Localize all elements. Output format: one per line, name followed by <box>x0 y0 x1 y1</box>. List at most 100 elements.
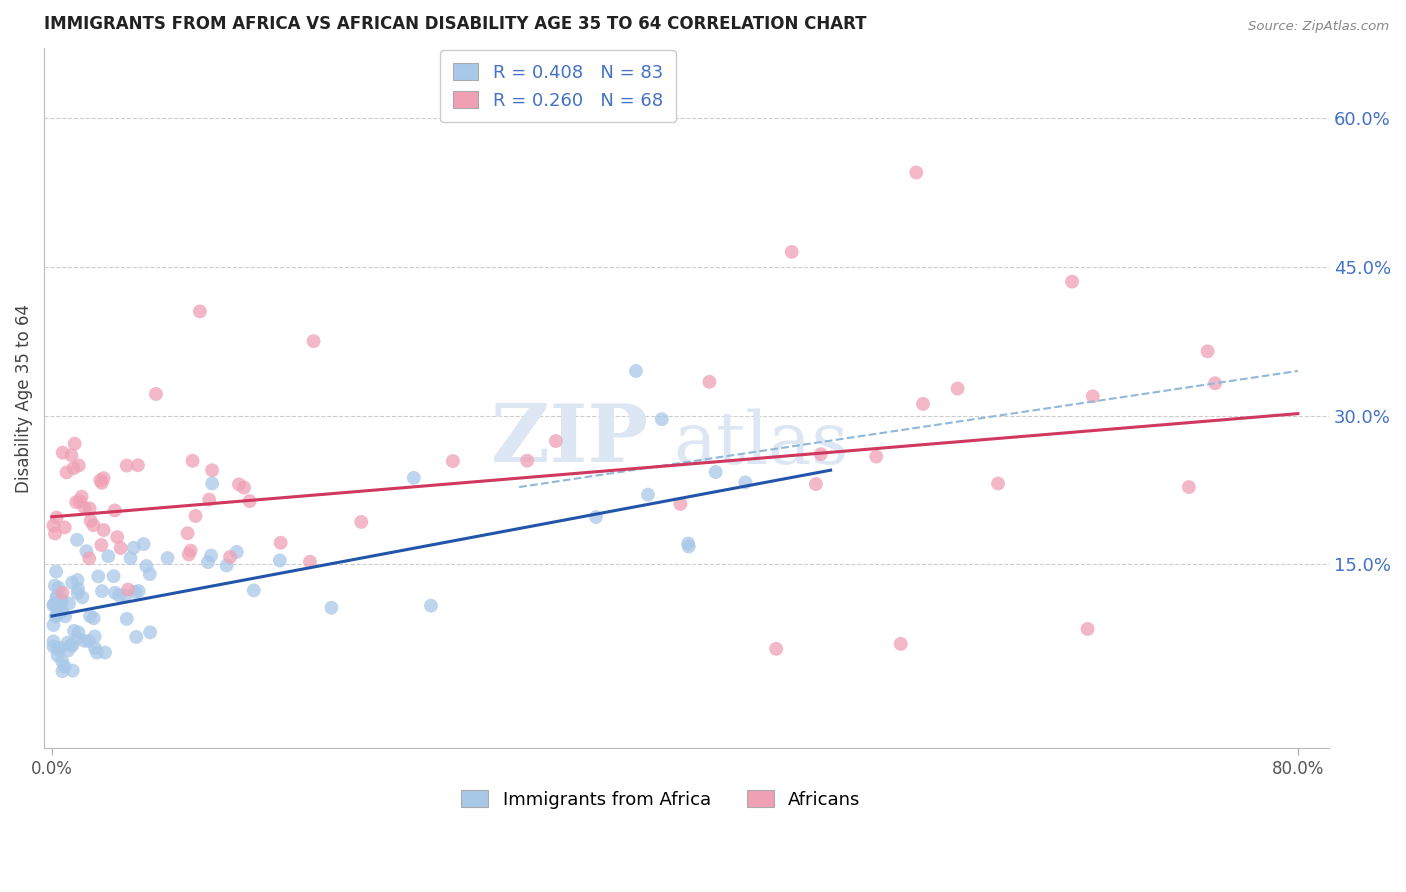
Point <box>46 648 69 663</box>
Point <box>83 518 105 533</box>
Point <box>53 659 76 673</box>
Point <box>93 471 115 485</box>
Point <box>115 612 138 626</box>
Point <box>62 461 84 475</box>
Point <box>104 503 127 517</box>
Point <box>70 490 93 504</box>
Point <box>58 596 80 610</box>
Point <box>60 575 83 590</box>
Y-axis label: Disability Age 35 to 64: Disability Age 35 to 64 <box>15 304 32 492</box>
Point <box>67 625 90 640</box>
Point <box>911 397 934 411</box>
Point <box>44 526 66 541</box>
Point <box>110 541 132 555</box>
Point <box>62 664 84 678</box>
Text: ZIP: ZIP <box>491 401 648 479</box>
Point <box>145 387 167 401</box>
Point <box>42 634 65 648</box>
Point <box>200 549 222 563</box>
Point <box>765 641 787 656</box>
Point <box>67 458 90 473</box>
Point <box>108 588 131 602</box>
Point <box>624 364 647 378</box>
Point <box>42 598 65 612</box>
Point <box>45 565 67 579</box>
Point <box>51 664 73 678</box>
Point <box>678 540 700 554</box>
Point <box>699 375 721 389</box>
Point <box>51 586 73 600</box>
Point <box>1077 622 1099 636</box>
Point <box>1197 344 1219 359</box>
Point <box>676 536 699 550</box>
Point <box>51 654 73 668</box>
Text: IMMIGRANTS FROM AFRICA VS AFRICAN DISABILITY AGE 35 TO 64 CORRELATION CHART: IMMIGRANTS FROM AFRICA VS AFRICAN DISABI… <box>44 15 866 33</box>
Point <box>77 634 100 648</box>
Point <box>215 558 238 573</box>
Point <box>42 618 65 632</box>
Point <box>51 605 73 619</box>
Point <box>56 643 79 657</box>
Point <box>52 446 75 460</box>
Point <box>1081 389 1104 403</box>
Point <box>516 453 538 467</box>
Point <box>865 450 887 464</box>
Point <box>51 596 73 610</box>
Point <box>93 523 115 537</box>
Point <box>734 475 756 490</box>
Point <box>156 551 179 566</box>
Point <box>97 549 120 564</box>
Point <box>69 494 91 508</box>
Text: atlas: atlas <box>673 409 849 479</box>
Point <box>780 244 803 259</box>
Point <box>544 434 567 448</box>
Point <box>637 487 659 501</box>
Point <box>60 448 83 462</box>
Point <box>48 581 70 595</box>
Point <box>302 334 325 348</box>
Point <box>120 551 142 566</box>
Point <box>45 591 67 605</box>
Point <box>56 635 79 649</box>
Point <box>987 476 1010 491</box>
Point <box>321 600 343 615</box>
Point <box>83 611 105 625</box>
Point <box>79 514 101 528</box>
Point <box>72 591 94 605</box>
Point <box>669 497 692 511</box>
Point <box>60 638 83 652</box>
Point <box>124 585 146 599</box>
Point <box>66 631 89 645</box>
Point <box>139 567 162 582</box>
Point <box>201 476 224 491</box>
Point <box>402 471 425 485</box>
Point <box>181 454 204 468</box>
Text: Source: ZipAtlas.com: Source: ZipAtlas.com <box>1249 20 1389 33</box>
Point <box>89 473 111 487</box>
Point <box>219 549 242 564</box>
Point <box>53 609 76 624</box>
Point <box>139 625 162 640</box>
Point <box>585 510 607 524</box>
Point <box>53 520 76 534</box>
Point <box>66 533 89 547</box>
Point <box>87 569 110 583</box>
Legend: Immigrants from Africa, Africans: Immigrants from Africa, Africans <box>454 782 868 816</box>
Point <box>46 601 69 615</box>
Point <box>176 526 198 541</box>
Point <box>63 436 86 450</box>
Point <box>44 579 66 593</box>
Point <box>42 640 65 654</box>
Point <box>125 630 148 644</box>
Point <box>42 518 65 533</box>
Point <box>75 544 97 558</box>
Point <box>420 599 443 613</box>
Point <box>65 495 87 509</box>
Point <box>269 553 291 567</box>
Point <box>201 463 224 477</box>
Point <box>946 382 969 396</box>
Point <box>184 508 207 523</box>
Point <box>115 458 138 473</box>
Point <box>67 582 90 596</box>
Point <box>55 466 77 480</box>
